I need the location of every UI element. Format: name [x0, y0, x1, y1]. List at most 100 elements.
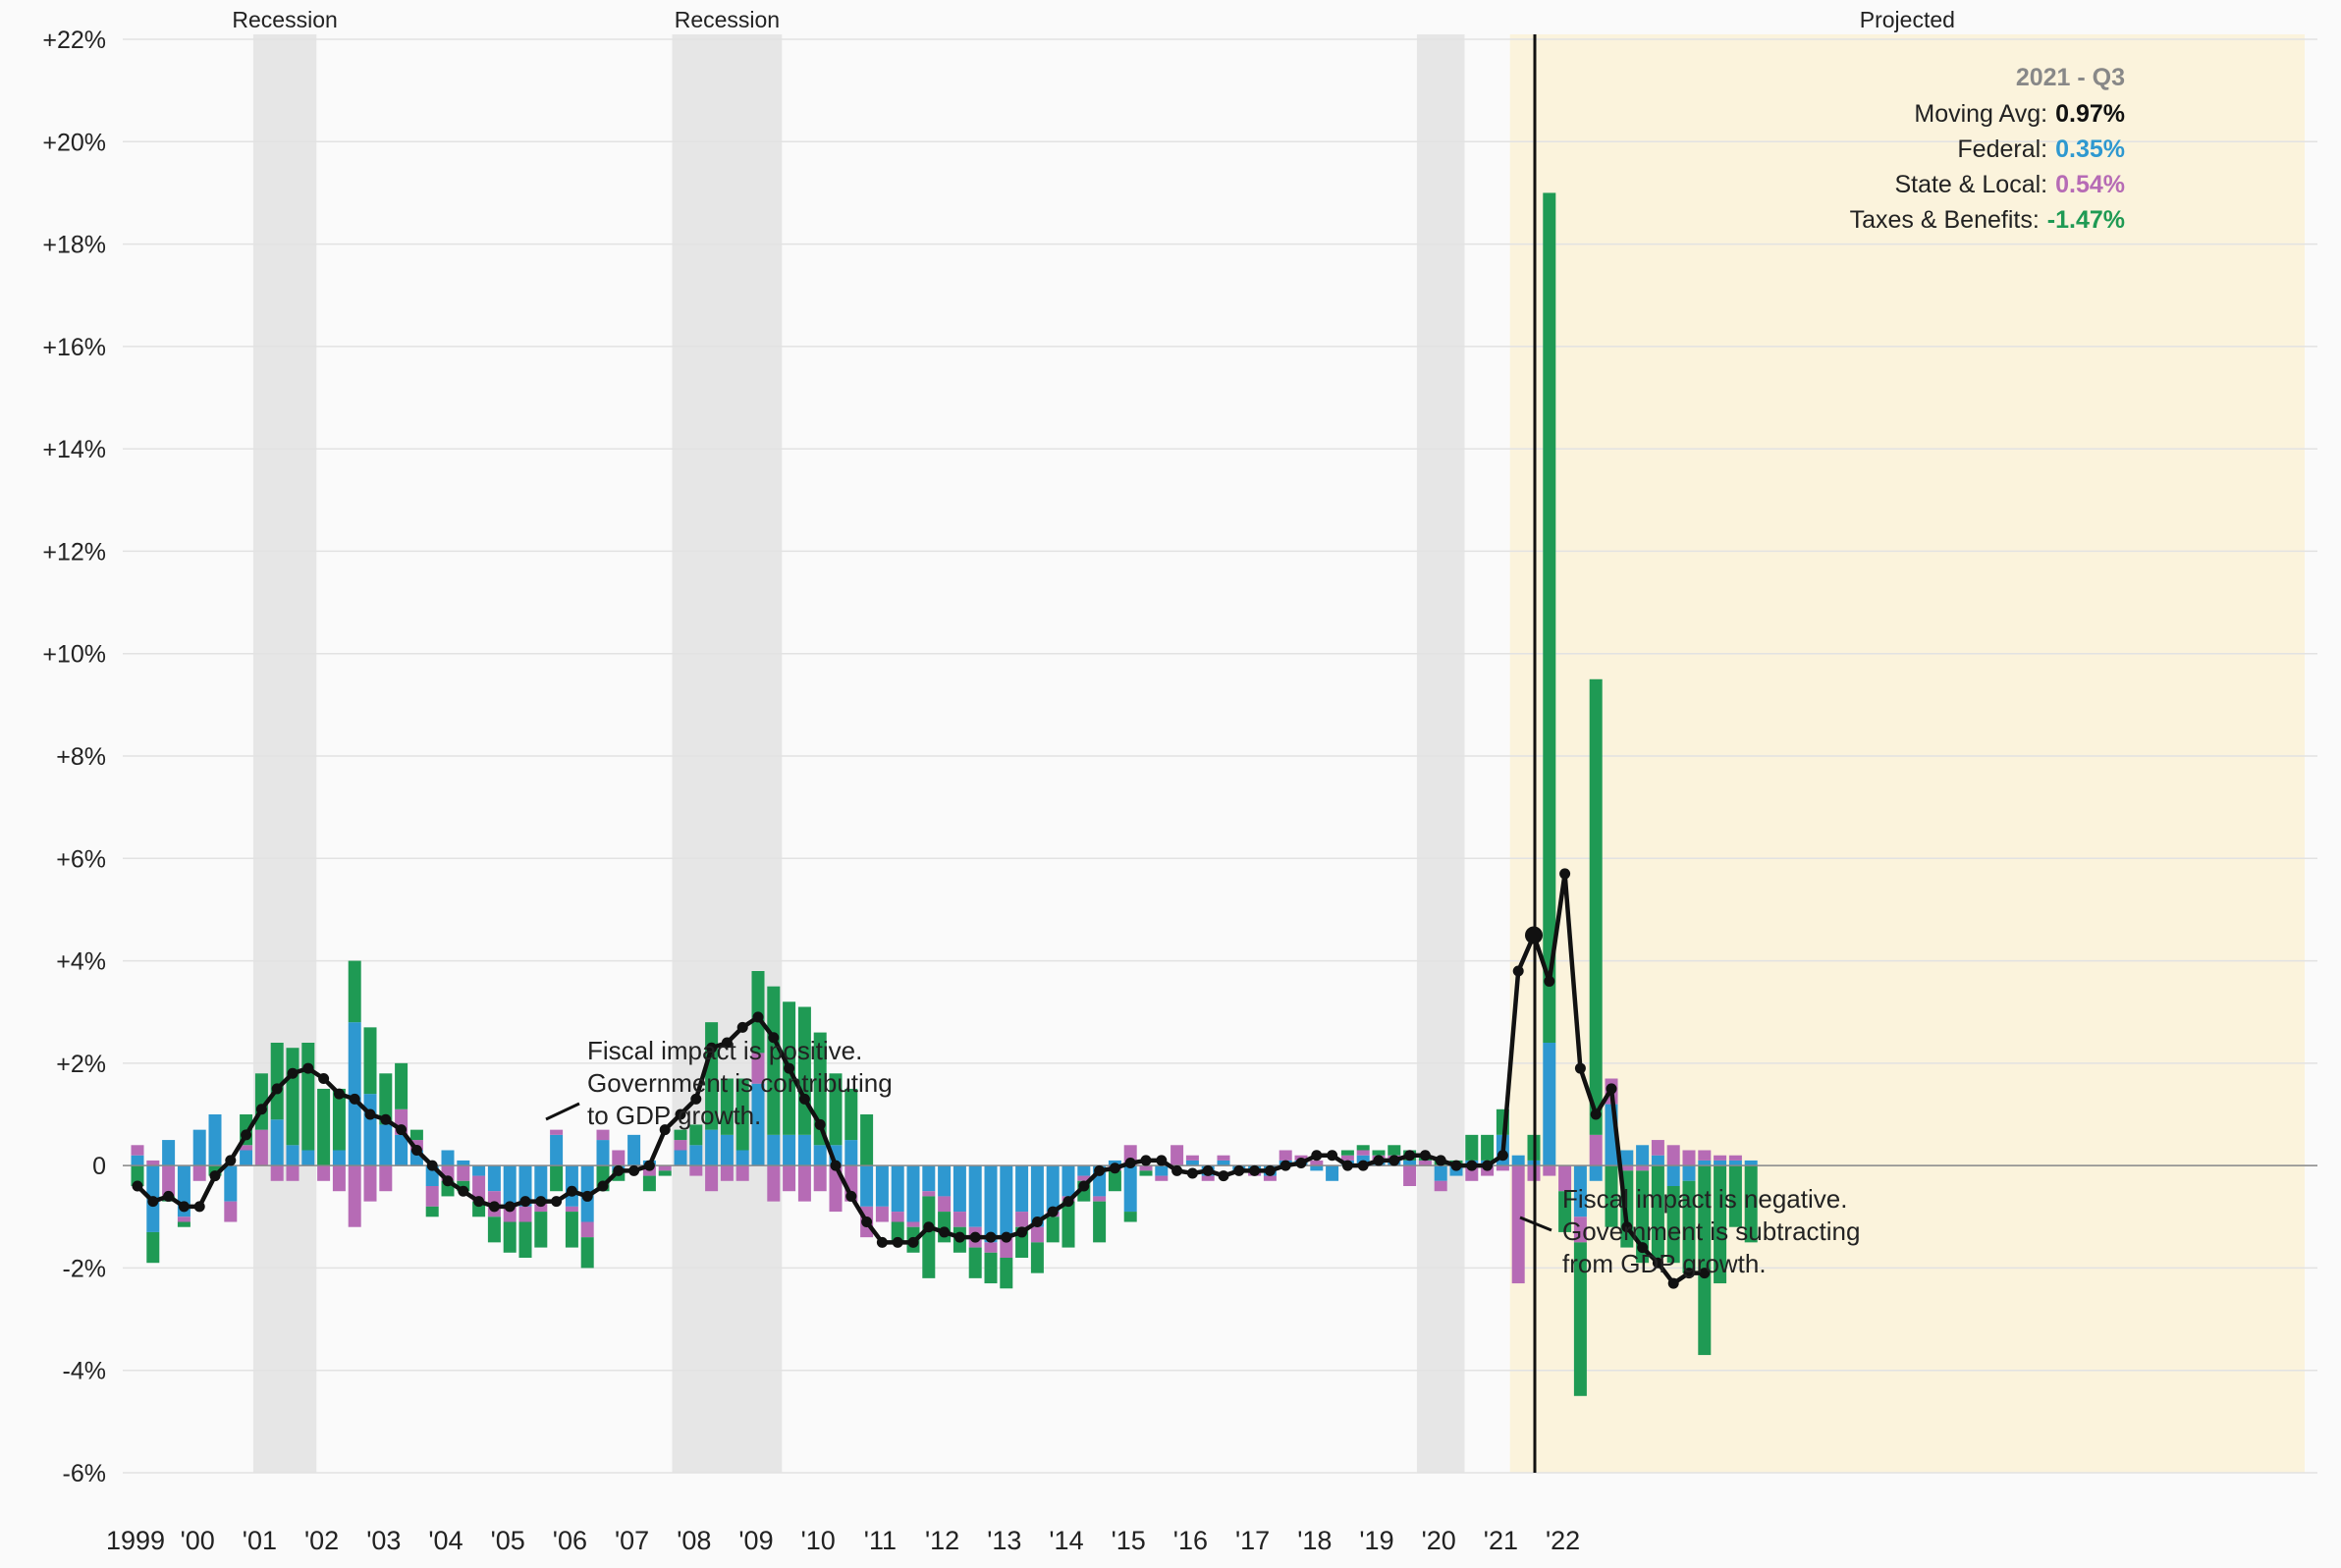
- bar-taxes-benefits: [674, 1129, 687, 1141]
- bar-state-local: [363, 1165, 377, 1202]
- bar-taxes-benefits: [735, 1078, 749, 1151]
- bar-state-local: [829, 1165, 843, 1213]
- bar-state-local: [783, 1165, 796, 1192]
- moving-average-point: [225, 1155, 237, 1166]
- bar-federal: [783, 1134, 796, 1166]
- bar-state-local: [735, 1165, 749, 1181]
- bar-state-local: [162, 1165, 176, 1197]
- band-label-0: Recession: [232, 7, 337, 32]
- bar-taxes-benefits: [395, 1062, 408, 1109]
- bar-federal: [1511, 1155, 1525, 1166]
- bar-federal: [1728, 1160, 1742, 1166]
- moving-average-point: [845, 1190, 857, 1202]
- bar-state-local: [1511, 1165, 1525, 1284]
- tooltip-row-value: -1.47%: [2047, 206, 2125, 234]
- moving-average-point: [659, 1124, 671, 1136]
- moving-average-point: [566, 1185, 577, 1197]
- bar-federal: [1046, 1165, 1060, 1213]
- bar-taxes-benefits: [348, 960, 361, 1023]
- bar-federal: [301, 1150, 315, 1166]
- annotation-text: Fiscal impact is negative.: [1562, 1184, 1847, 1214]
- moving-average-point: [147, 1196, 159, 1208]
- moving-average-point-highlight: [1525, 926, 1543, 945]
- bar-taxes-benefits: [1481, 1134, 1495, 1161]
- band-1: [672, 34, 783, 1473]
- moving-average-point: [1341, 1160, 1353, 1171]
- band-2: [1416, 34, 1465, 1473]
- moving-average-point: [380, 1113, 392, 1125]
- y-tick-label: +22%: [42, 27, 106, 54]
- moving-average-point: [675, 1108, 686, 1120]
- x-tick-label: '08: [677, 1526, 711, 1555]
- bar-taxes-benefits: [177, 1221, 191, 1227]
- bar-taxes-benefits: [550, 1165, 564, 1192]
- bar-state-local: [1418, 1160, 1432, 1166]
- y-tick-label: +10%: [42, 641, 106, 669]
- y-tick-label: +16%: [42, 334, 106, 361]
- moving-average-point: [396, 1124, 408, 1136]
- bar-state-local: [922, 1191, 936, 1197]
- moving-average-point: [1450, 1160, 1462, 1171]
- moving-average-point: [1621, 1221, 1633, 1233]
- moving-average-point: [1218, 1170, 1229, 1182]
- bar-state-local: [286, 1165, 299, 1181]
- moving-average-point: [643, 1160, 655, 1171]
- bar-taxes-benefits: [1108, 1170, 1121, 1192]
- moving-average-point: [613, 1164, 625, 1176]
- bar-federal: [922, 1165, 936, 1192]
- moving-average-point: [1497, 1150, 1508, 1162]
- moving-average-point: [318, 1073, 330, 1084]
- x-tick-label: '05: [491, 1526, 525, 1555]
- bar-taxes-benefits: [720, 1078, 734, 1135]
- moving-average-point: [953, 1231, 965, 1243]
- y-tick-label: -6%: [63, 1460, 106, 1487]
- bar-taxes-benefits: [1356, 1145, 1370, 1151]
- bar-state-local: [689, 1165, 703, 1176]
- bar-taxes-benefits: [1465, 1134, 1479, 1161]
- bar-state-local: [797, 1165, 811, 1202]
- bar-state-local: [425, 1186, 439, 1207]
- y-tick-label: -4%: [63, 1358, 106, 1385]
- moving-average-point: [768, 1032, 780, 1044]
- bar-taxes-benefits: [1682, 1180, 1696, 1273]
- bar-federal: [1744, 1160, 1758, 1166]
- moving-average-point: [1652, 1257, 1663, 1269]
- x-tick-label: '00: [181, 1526, 215, 1555]
- y-tick-label: +8%: [56, 743, 106, 771]
- bar-federal: [363, 1094, 377, 1166]
- bar-state-local: [1201, 1175, 1215, 1181]
- moving-average-point: [1699, 1268, 1711, 1279]
- bar-taxes-benefits: [1698, 1165, 1712, 1356]
- bar-taxes-benefits: [1714, 1165, 1727, 1284]
- y-tick-label: +20%: [42, 129, 106, 156]
- moving-average-point: [1047, 1206, 1059, 1217]
- bar-federal: [270, 1119, 284, 1166]
- moving-average-point: [690, 1093, 702, 1105]
- bar-state-local: [1589, 1134, 1603, 1166]
- moving-average-series: [132, 868, 1711, 1289]
- bar-state-local: [1728, 1155, 1742, 1161]
- moving-average-point: [442, 1175, 454, 1187]
- bar-taxes-benefits: [968, 1247, 982, 1278]
- bar-taxes-benefits: [689, 1124, 703, 1146]
- x-tick-label: '20: [1422, 1526, 1456, 1555]
- bar-state-local: [1279, 1150, 1292, 1161]
- moving-average-point: [1311, 1150, 1323, 1162]
- moving-average-point: [969, 1231, 981, 1243]
- bar-federal: [1714, 1160, 1727, 1166]
- bar-federal: [131, 1155, 144, 1166]
- bar-state-local: [1651, 1140, 1664, 1156]
- bar-federal: [1573, 1165, 1587, 1217]
- moving-average-point: [1327, 1150, 1338, 1162]
- moving-average-point: [597, 1180, 609, 1192]
- moving-average-point: [1466, 1160, 1478, 1171]
- bar-state-local: [254, 1129, 268, 1166]
- bar-taxes-benefits: [829, 1073, 843, 1146]
- x-tick-label: '13: [987, 1526, 1021, 1555]
- bar-federal: [627, 1134, 641, 1166]
- bar-taxes-benefits: [1139, 1170, 1153, 1176]
- x-tick-label: '11: [864, 1526, 897, 1555]
- moving-average-point: [1078, 1180, 1090, 1192]
- bar-state-local: [1698, 1150, 1712, 1161]
- bar-taxes-benefits: [409, 1129, 423, 1141]
